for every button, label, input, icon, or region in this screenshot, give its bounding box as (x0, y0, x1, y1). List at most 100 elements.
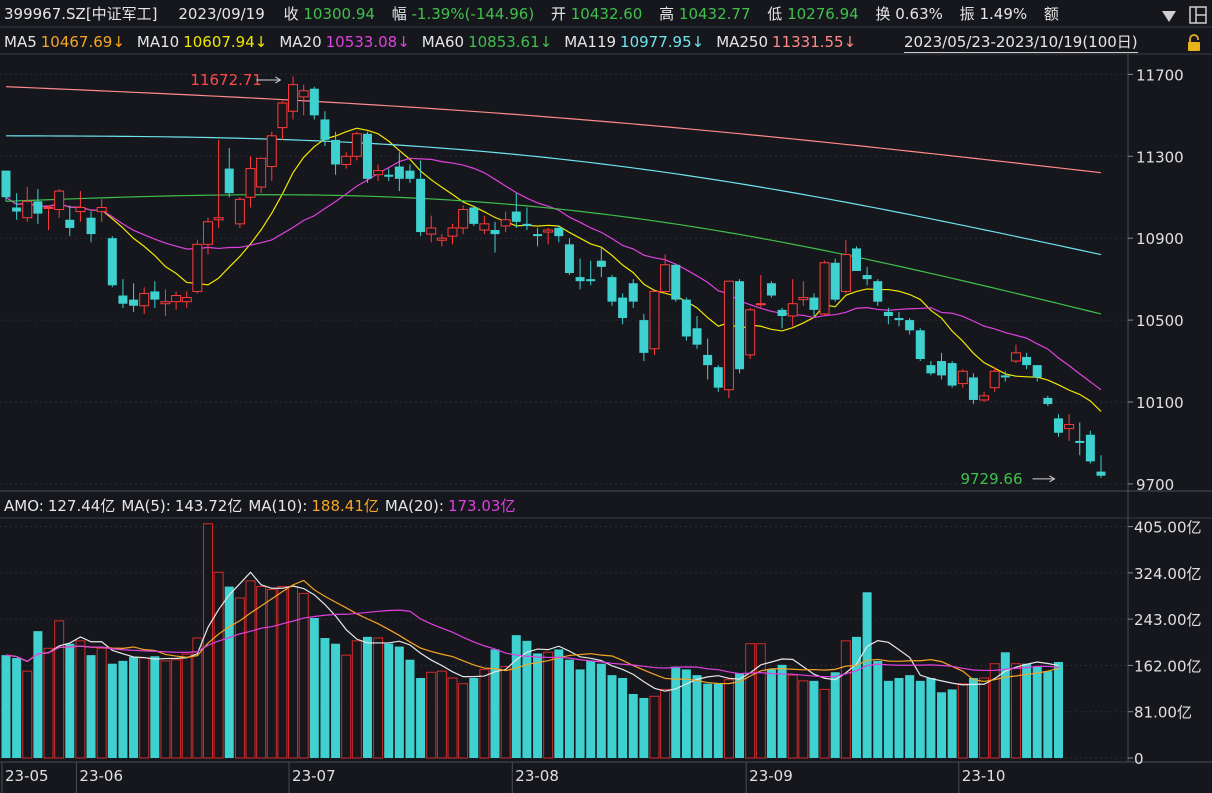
date-range-selector[interactable]: 2023/05/23-2023/10/19(100日) (904, 33, 1138, 53)
ma-legend-item-name: MA250 (716, 33, 769, 51)
candle-body (618, 297, 628, 319)
amount-bar (692, 675, 702, 758)
amount-tick-label: 0 (1134, 750, 1144, 768)
turnover-label: 换 (875, 5, 891, 23)
amount-bar (755, 643, 766, 759)
amo-legend-item-value: 173.03亿 (447, 497, 516, 515)
candle-body (213, 217, 224, 221)
candle-body (202, 221, 213, 245)
candle-body (607, 277, 617, 302)
candle-body (713, 367, 723, 388)
candle-body (373, 170, 384, 176)
amount-bar (384, 643, 394, 758)
amount-bar (575, 669, 585, 758)
amount-bar (96, 647, 107, 759)
amount-bar (1032, 666, 1042, 758)
candle-body (1010, 352, 1021, 362)
candle-body (586, 279, 596, 282)
candle-body (883, 311, 893, 316)
amount-bar (436, 670, 447, 759)
candle-body (331, 139, 341, 165)
candle-body (745, 309, 756, 356)
candle-body (947, 363, 957, 386)
amount-ma10-line (5, 579, 1059, 685)
amount-bar (54, 620, 65, 759)
amo-legend-item-value: 127.44亿 (47, 497, 116, 515)
candle-body (873, 281, 883, 302)
amount-bar (862, 592, 872, 758)
amount-bar (607, 675, 617, 758)
amount-bar (543, 651, 554, 759)
amount-bar (937, 692, 947, 758)
amount-bar (490, 649, 500, 758)
ma-legend-item-name: MA20 (279, 33, 322, 51)
candle-body (426, 227, 437, 235)
candle-body (798, 297, 809, 301)
ma-legend-item-name: MA60 (421, 33, 465, 51)
candle-body (1096, 471, 1106, 476)
amount-bar (288, 586, 299, 759)
amount-tick-label: 405.00亿 (1134, 519, 1202, 537)
amount-bar (713, 683, 723, 758)
candle-body (862, 275, 872, 280)
candle-body (575, 277, 585, 282)
amount-bar (160, 660, 171, 759)
amount-bar (405, 659, 415, 758)
candle-body (86, 217, 96, 235)
candle-body (937, 361, 947, 376)
close-label: 收 (283, 5, 299, 23)
candle-body (766, 283, 776, 296)
price-tick-label: 11700 (1136, 66, 1184, 84)
candle-body (989, 370, 1000, 389)
candle-body (1064, 424, 1075, 430)
amount-bar (22, 670, 33, 759)
high-annotation: 11672.71 (190, 71, 262, 89)
price-tick-label: 11300 (1136, 148, 1184, 166)
candle-body (362, 133, 372, 179)
candle-body (405, 170, 415, 179)
amount-bar (298, 592, 309, 759)
amount-bar (564, 659, 574, 758)
ma-legend-item-name: MA5 (4, 33, 37, 51)
amount-bar (660, 688, 671, 759)
amount-bar (65, 643, 75, 758)
candle-body (118, 295, 128, 304)
triangle-down-icon[interactable] (1160, 8, 1178, 24)
index-code[interactable]: 399967.SZ[中证军工] (4, 5, 158, 23)
candle-body (12, 207, 22, 212)
candle-body (256, 157, 267, 188)
candle-body (384, 174, 394, 177)
open-label: 开 (550, 5, 566, 23)
amount-bar (968, 678, 978, 758)
amount-bar (745, 643, 756, 759)
ma-legend-item-value: 10533.08↓ (325, 33, 410, 51)
candle-body (245, 168, 256, 198)
candle-body (819, 262, 830, 315)
panel-layout-icon[interactable] (1188, 5, 1208, 25)
candle-body (894, 318, 904, 321)
candle-body (915, 330, 925, 359)
amount-bar (1010, 663, 1021, 759)
candle-body (320, 119, 330, 140)
candle-body (447, 227, 458, 237)
candle-body (723, 280, 734, 391)
amount-ma5-line (5, 571, 1059, 692)
amount-bar (118, 660, 128, 758)
candle-body (703, 354, 713, 366)
candle-body (75, 206, 86, 213)
ma-legend-item-value: 10853.61↓ (468, 33, 553, 51)
change-value: -1.39%(-144.96) (411, 5, 535, 23)
amount-bar (777, 664, 787, 758)
amount-bar (533, 653, 543, 758)
amount-bar (245, 580, 256, 759)
candle-body (692, 328, 702, 345)
amount-bar (628, 694, 638, 758)
amount-bar (766, 669, 776, 758)
amount-bar (618, 678, 628, 758)
candle-body (1, 170, 11, 198)
amount-bar (1053, 662, 1063, 758)
amount-bar (554, 649, 564, 758)
amount-bar (809, 680, 819, 758)
lock-icon[interactable] (1186, 34, 1202, 52)
